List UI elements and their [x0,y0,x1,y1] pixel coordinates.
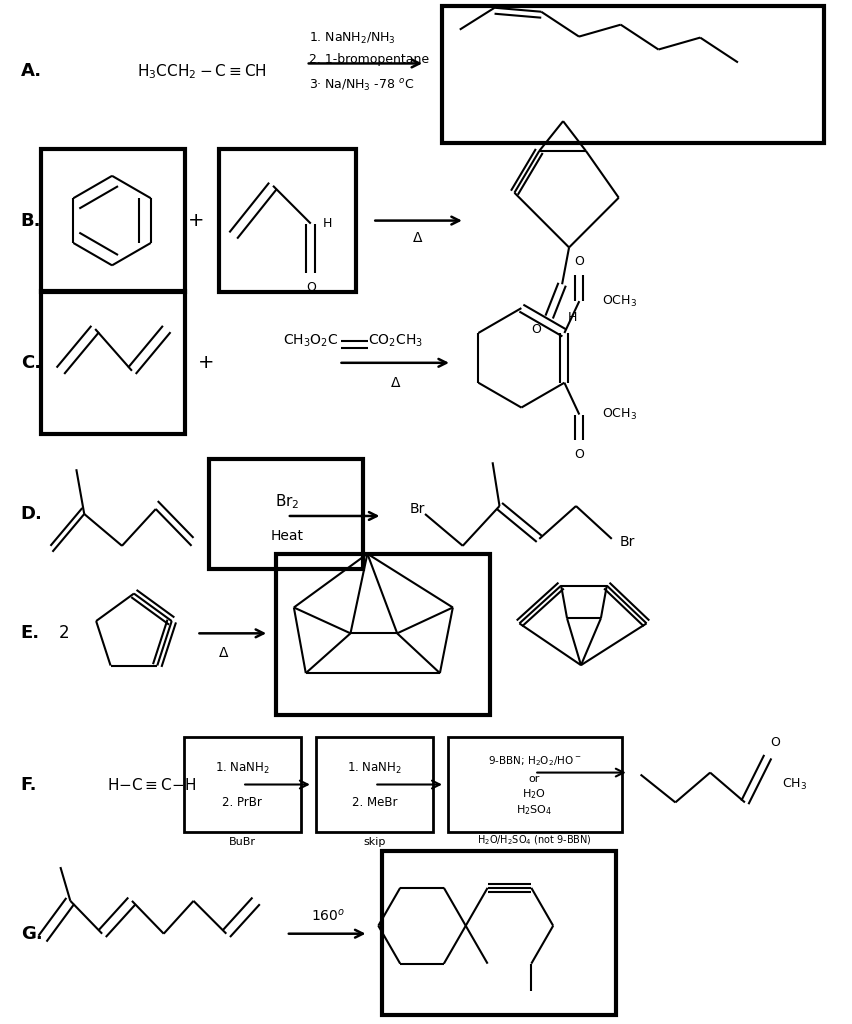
Text: H$_2$O/H$_2$SO$_4$ (not 9-BBN): H$_2$O/H$_2$SO$_4$ (not 9-BBN) [477,834,592,847]
Bar [316,737,433,833]
Text: +: + [199,353,215,373]
Text: O: O [574,447,584,461]
Text: Br$_2$: Br$_2$ [274,493,299,511]
Text: +: + [188,211,204,230]
Text: BuBr: BuBr [228,838,256,847]
Text: OCH$_3$: OCH$_3$ [602,294,637,308]
Text: 2. PrBr: 2. PrBr [222,796,262,809]
Text: H: H [323,217,332,230]
Bar [41,291,185,434]
Text: O: O [532,324,541,337]
Text: Heat: Heat [270,528,303,543]
Text: 2. MeBr: 2. MeBr [352,796,397,809]
Text: O: O [306,281,316,294]
Text: C.: C. [20,354,41,372]
Bar [276,554,490,715]
Text: 1. NaNH$_2$: 1. NaNH$_2$ [215,761,269,776]
Text: CH$_3$: CH$_3$ [781,777,807,792]
Text: $\Delta$: $\Delta$ [412,231,423,246]
Text: O: O [574,255,584,268]
Text: H$_2$O: H$_2$O [522,787,546,802]
Text: skip: skip [363,838,385,847]
Text: 1. NaNH$_2$: 1. NaNH$_2$ [347,761,401,776]
Text: 2. 1-bromopentane: 2. 1-bromopentane [308,53,429,66]
Text: 2: 2 [59,625,70,642]
Bar [219,148,356,292]
Text: $\Delta$: $\Delta$ [217,646,229,660]
Text: $\Delta$: $\Delta$ [389,376,401,390]
Bar [383,851,616,1015]
Text: 9-BBN; H$_2$O$_2$/HO$^-$: 9-BBN; H$_2$O$_2$/HO$^-$ [487,754,581,768]
Text: or: or [528,773,540,783]
Text: OCH$_3$: OCH$_3$ [602,407,637,422]
Text: F.: F. [20,775,37,794]
Text: O: O [769,736,780,750]
Text: D.: D. [20,505,43,523]
Text: H$-$C$\equiv$C$-$H: H$-$C$\equiv$C$-$H [107,776,196,793]
Bar [448,737,622,833]
Text: H: H [567,310,577,324]
Text: $\mathregular{H_3CCH_2-C{\equiv}CH}$: $\mathregular{H_3CCH_2-C{\equiv}CH}$ [137,62,267,81]
Text: B.: B. [20,212,41,229]
Text: Br: Br [619,535,635,549]
Text: H$_2$SO$_4$: H$_2$SO$_4$ [516,804,552,817]
Bar [41,148,185,292]
Text: CO$_2$CH$_3$: CO$_2$CH$_3$ [368,333,423,349]
Text: CH$_3$O$_2$C: CH$_3$O$_2$C [283,333,338,349]
Bar [210,460,364,568]
Text: E.: E. [20,625,40,642]
Text: G.: G. [20,925,43,943]
Text: Br: Br [410,502,425,516]
Text: A.: A. [20,62,42,81]
Bar [183,737,301,833]
Text: 160$^o$: 160$^o$ [311,908,345,924]
Text: 3· Na/NH$_3$ -78 $^o$C: 3· Na/NH$_3$ -78 $^o$C [308,78,414,94]
Text: 1. NaNH$_2$/NH$_3$: 1. NaNH$_2$/NH$_3$ [308,31,395,46]
Bar [442,6,825,143]
